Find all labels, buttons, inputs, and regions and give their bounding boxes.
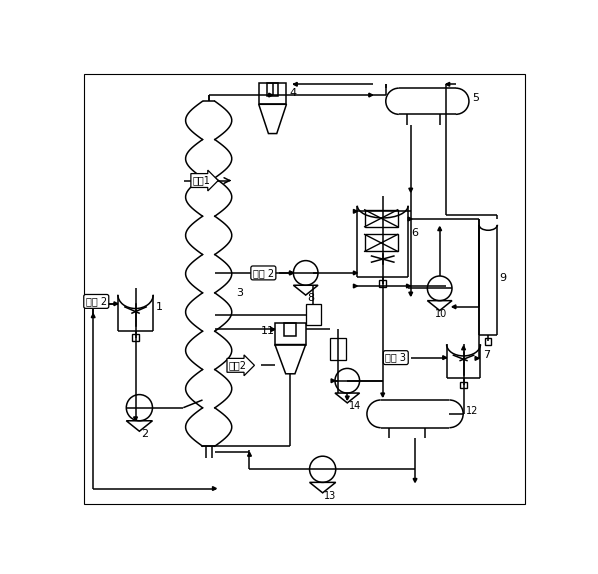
- Text: 11: 11: [261, 326, 275, 336]
- Text: 1: 1: [156, 301, 163, 312]
- Polygon shape: [409, 292, 413, 296]
- Bar: [379, 280, 386, 287]
- Polygon shape: [381, 393, 385, 397]
- Text: 5: 5: [472, 93, 479, 103]
- Text: 排渣2: 排渣2: [229, 360, 247, 370]
- Polygon shape: [446, 82, 450, 86]
- Text: 进料 2: 进料 2: [86, 296, 107, 307]
- Polygon shape: [133, 417, 138, 421]
- Polygon shape: [91, 314, 95, 317]
- Polygon shape: [353, 284, 357, 288]
- Text: 4: 4: [289, 88, 297, 98]
- Text: 2: 2: [141, 429, 148, 440]
- Polygon shape: [438, 227, 441, 231]
- Text: 9: 9: [500, 273, 507, 283]
- Polygon shape: [269, 93, 273, 97]
- Polygon shape: [408, 217, 412, 221]
- Text: 8: 8: [307, 293, 315, 303]
- Text: 10: 10: [435, 309, 447, 319]
- Polygon shape: [289, 271, 294, 275]
- Polygon shape: [462, 346, 465, 350]
- Polygon shape: [346, 396, 349, 400]
- Text: 13: 13: [324, 491, 337, 501]
- Polygon shape: [413, 479, 417, 482]
- Polygon shape: [271, 328, 275, 331]
- Text: 6: 6: [411, 228, 418, 238]
- Polygon shape: [475, 356, 479, 360]
- Bar: [284, 323, 297, 336]
- Polygon shape: [212, 487, 216, 490]
- Bar: [485, 339, 492, 344]
- Bar: [275, 323, 306, 344]
- Polygon shape: [114, 302, 118, 305]
- Polygon shape: [443, 356, 447, 359]
- Bar: [132, 334, 139, 341]
- Text: 14: 14: [349, 401, 361, 411]
- Bar: [306, 304, 321, 325]
- Polygon shape: [248, 452, 251, 456]
- Polygon shape: [353, 271, 357, 275]
- Bar: [460, 382, 466, 389]
- Polygon shape: [407, 284, 410, 288]
- Polygon shape: [452, 305, 456, 309]
- Text: 3: 3: [236, 288, 243, 298]
- Text: 进料 3: 进料 3: [385, 352, 406, 363]
- Polygon shape: [331, 379, 335, 383]
- Bar: [259, 83, 286, 104]
- Text: 12: 12: [465, 406, 478, 416]
- Polygon shape: [294, 82, 297, 86]
- Text: 排渣1: 排渣1: [193, 176, 210, 185]
- Bar: [330, 339, 346, 360]
- Bar: [365, 210, 398, 227]
- Text: 7: 7: [483, 350, 490, 360]
- Bar: [365, 234, 398, 251]
- Polygon shape: [409, 188, 413, 192]
- Polygon shape: [369, 93, 373, 97]
- Text: 进料 2: 进料 2: [253, 268, 274, 278]
- Polygon shape: [289, 271, 294, 275]
- Bar: [267, 83, 278, 96]
- Polygon shape: [353, 210, 357, 214]
